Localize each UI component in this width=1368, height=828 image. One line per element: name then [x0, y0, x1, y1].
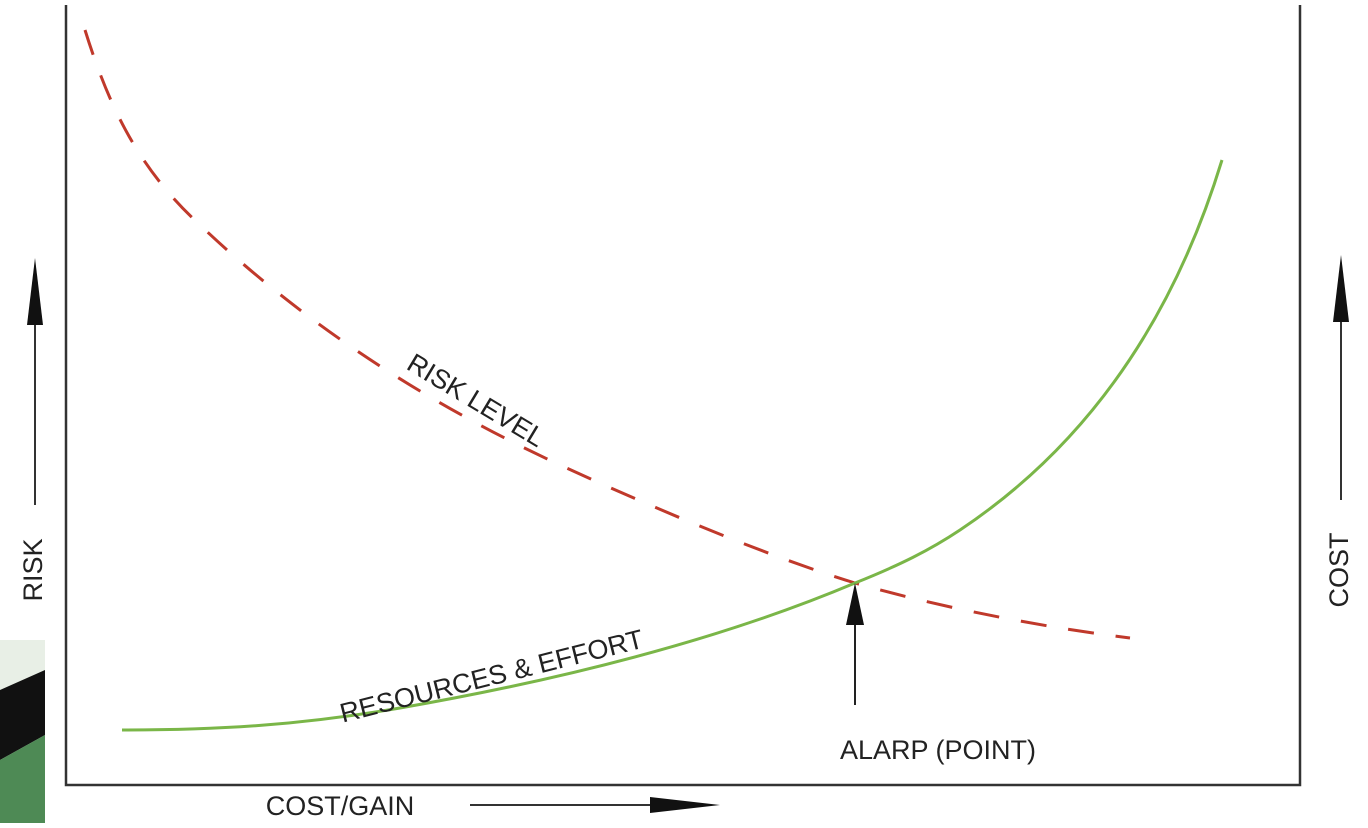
x-axis-arrow	[470, 797, 720, 813]
effort-curve	[122, 160, 1222, 730]
alarp-label: ALARP (POINT)	[840, 735, 1036, 765]
risk-level-curve	[85, 30, 1130, 638]
risk-curve-label: RISK LEVEL	[402, 348, 550, 453]
page: {"diagram": { "curves": {"risk": "RISK L…	[0, 0, 1368, 823]
left-axis-arrow	[27, 258, 43, 505]
alarp-diagram: ALARP (POINT) RISK LEVEL RESOURCES & EFF…	[0, 0, 1368, 823]
right-axis-label: COST	[1324, 532, 1354, 607]
frame	[66, 5, 1300, 785]
corner-fragment	[0, 640, 45, 823]
alarp-arrow	[846, 583, 864, 705]
right-axis-arrow	[1333, 255, 1349, 500]
left-axis-label: RISK	[18, 538, 48, 601]
x-axis-label: COST/GAIN	[266, 791, 415, 821]
effort-curve-label: RESOURCES & EFFORT	[337, 624, 647, 728]
